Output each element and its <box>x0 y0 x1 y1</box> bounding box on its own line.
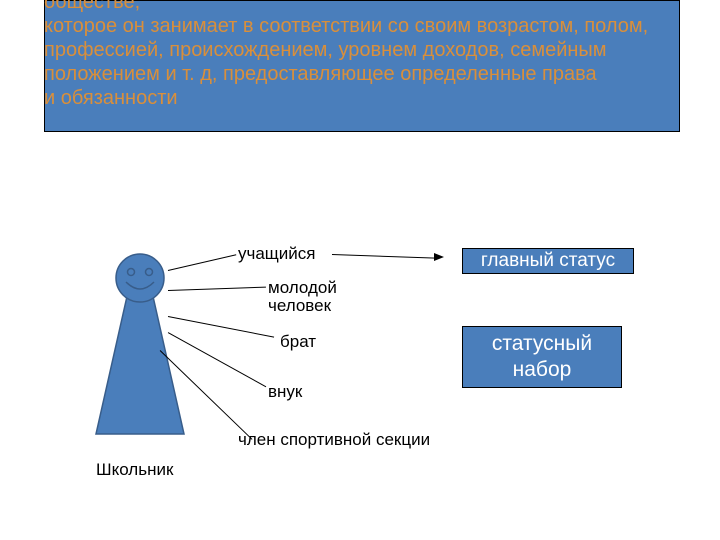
status-set-label: статусный набор <box>492 331 592 383</box>
definition-text: обществе, которое он занимает в соответс… <box>44 0 680 110</box>
status-label-4: внук <box>268 382 302 402</box>
status-label-3: брат <box>280 332 316 352</box>
status-label-1: учащийся <box>238 244 316 264</box>
main-status-arrow-line <box>332 254 436 259</box>
figure-caption: Школьник <box>96 460 173 480</box>
status-set-box: статусный набор <box>462 326 622 388</box>
status-label-2a: молодой <box>268 278 337 298</box>
main-status-arrow-head <box>434 253 444 261</box>
main-status-box: главный статус <box>462 248 634 274</box>
status-label-2b: человек <box>268 296 331 316</box>
person-figure <box>80 250 200 440</box>
status-label-5: член спортивной секции <box>238 430 430 450</box>
